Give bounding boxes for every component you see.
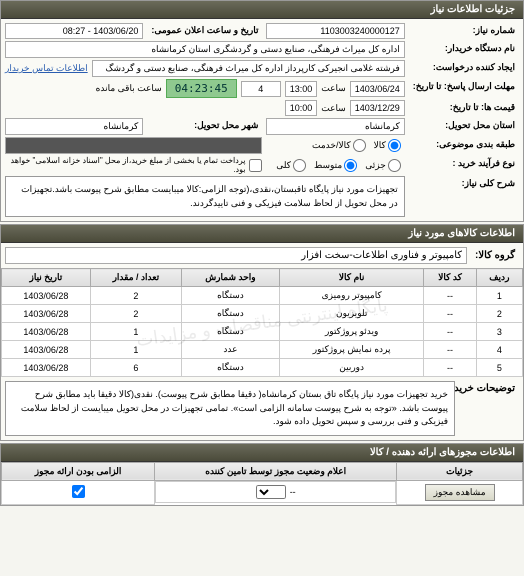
license-row: مشاهده مجوز -- (2, 480, 523, 504)
remaining-suffix: ساعت باقی مانده (96, 83, 162, 94)
buyer-org-label: نام دستگاه خریدار: (409, 41, 519, 58)
table-header: کد کالا (424, 269, 476, 287)
budget-goods-radio[interactable] (388, 139, 401, 152)
delivery-province: کرمانشاه (266, 118, 404, 135)
price-valid-date: 1403/12/29 (350, 100, 405, 116)
goods-panel-header: اطلاعات کالاهای مورد نیاز (1, 225, 523, 243)
info-panel-header: جزئیات اطلاعات نیاز (1, 1, 523, 19)
table-header: تعداد / مقدار (90, 269, 181, 287)
payment-checkbox[interactable] (249, 159, 262, 172)
goods-table-wrap: ردیفکد کالانام کالاواحد شمارشتعداد / مقد… (1, 268, 523, 377)
budget-service-radio[interactable] (353, 139, 366, 152)
deadline-date: 1403/06/24 (350, 81, 405, 97)
countdown-timer: 04:23:45 (166, 79, 237, 98)
buy-high-radio[interactable] (293, 159, 306, 172)
table-row: 2--تلویزیوندستگاه21403/06/28 (2, 305, 523, 323)
buy-high-option[interactable]: کلی (276, 159, 306, 172)
desc-label: شرح کلی نیاز: (409, 176, 519, 217)
goods-group-label: گروه کالا: (471, 248, 519, 263)
budget-label: طبقه بندی موضوعی: (409, 137, 519, 154)
budget-service-option[interactable]: کالا/خدمت (312, 139, 366, 152)
delivery-city-label: شهر محل تحویل: (147, 118, 262, 135)
table-header: ردیف (476, 269, 522, 287)
explain-text: خرید تجهیزات مورد نیاز پایگاه تاق بستان … (5, 381, 455, 436)
table-header: اعلام وضعیت مجوز توسط تامین کننده (155, 462, 397, 480)
buyer-org-value: اداره کل میراث فرهنگی، صنایع دستی و گردش… (5, 41, 405, 58)
deadline-time: 13:00 (285, 81, 318, 97)
table-header: واحد شمارش (181, 269, 279, 287)
buy-low-option[interactable]: جزئی (365, 159, 401, 172)
info-panel: جزئیات اطلاعات نیاز شماره نیاز: 11030032… (0, 0, 524, 222)
goods-panel: اطلاعات کالاهای مورد نیاز گروه کالا: کام… (0, 224, 524, 441)
announce-label: تاریخ و ساعت اعلان عمومی: (147, 23, 262, 39)
desc-text: تجهیزات مورد نیاز پایگاه تاقبستان،نقدی،(… (5, 176, 405, 217)
announce-value: 1403/06/20 - 08:27 (5, 23, 143, 39)
buy-low-radio[interactable] (388, 159, 401, 172)
table-row: 1--کامپیوتر رومیزیدستگاه21403/06/28 (2, 287, 523, 305)
price-valid-time-label: ساعت (321, 103, 346, 114)
deadline-row: 1403/06/24 ساعت 13:00 4 04:23:45 ساعت با… (5, 79, 405, 98)
view-license-button[interactable]: مشاهده مجوز (425, 484, 495, 501)
table-header: جزئیات (397, 462, 523, 480)
buy-type-radios: جزئی متوسط کلی (266, 156, 404, 174)
deadline-time-label: ساعت (321, 83, 346, 94)
budget-goods-option[interactable]: کالا (374, 139, 401, 152)
license-table: جزئیاتاعلام وضعیت مجوز توسط تامین کنندها… (1, 462, 523, 505)
price-valid-row: 1403/12/29 ساعت 10:00 (5, 100, 405, 116)
buy-type-label: نوع فرآیند خرید : (409, 156, 519, 174)
request-no-label: شماره نیاز: (409, 23, 519, 39)
payment-note: پرداخت تمام یا بخشی از مبلغ خرید،از محل … (5, 156, 245, 174)
info-form: شماره نیاز: 1103003240000127 تاریخ و ساع… (1, 19, 523, 221)
goods-table: ردیفکد کالانام کالاواحد شمارشتعداد / مقد… (1, 268, 523, 377)
explain-row: توضیحات خریدار: خرید تجهیزات مورد نیاز پ… (1, 377, 523, 440)
price-valid-time: 10:00 (285, 100, 318, 116)
remaining-days: 4 (241, 81, 281, 97)
payment-note-row: پرداخت تمام یا بخشی از مبلغ خرید،از محل … (5, 156, 262, 174)
table-header: تاریخ نیاز (2, 269, 91, 287)
creator-row: فرشته غلامی انجیرکی کارپرداز اداره کل می… (5, 60, 405, 77)
goods-group-value: کامپیوتر و فناوری اطلاعات-سخت افزار (5, 247, 467, 264)
license-status-cell: -- (155, 481, 396, 503)
creator-value: فرشته غلامی انجیرکی کارپرداز اداره کل می… (92, 60, 405, 77)
license-required-checkbox[interactable] (72, 485, 85, 498)
buy-mid-option[interactable]: متوسط (314, 159, 357, 172)
creator-label: ایجاد کننده درخواست: (409, 60, 519, 77)
table-header: الزامی بودن ارائه مجوز (2, 462, 155, 480)
delivery-province-label: استان محل تحویل: (409, 118, 519, 135)
deadline-send-label: مهلت ارسال پاسخ: تا تاریخ: (409, 79, 519, 98)
explain-label: توضیحات خریدار: (459, 381, 519, 436)
license-panel-header: اطلاعات مجوزهای ارائه دهنده / کالا (1, 444, 523, 462)
contact-buyer-link[interactable]: اطلاعات تماس خریدار (5, 63, 88, 74)
dark-field (5, 137, 262, 154)
table-header: نام کالا (279, 269, 424, 287)
buy-mid-radio[interactable] (344, 159, 357, 172)
license-status-select[interactable] (256, 485, 286, 499)
delivery-city: کرمانشاه (5, 118, 143, 135)
table-row: 3--ویدئو پروژکتوردستگاه11403/06/28 (2, 323, 523, 341)
table-row: 5--دوربیندستگاه61403/06/28 (2, 359, 523, 377)
table-row: 4--پرده نمایش پروژکتورعدد11403/06/28 (2, 341, 523, 359)
license-panel: اطلاعات مجوزهای ارائه دهنده / کالا جزئیا… (0, 443, 524, 506)
budget-radios: کالا کالا/خدمت (266, 137, 404, 154)
request-no-value: 1103003240000127 (266, 23, 404, 39)
price-valid-label: قیمت ها: تا تاریخ: (409, 100, 519, 116)
goods-group-row: گروه کالا: کامپیوتر و فناوری اطلاعات-سخت… (1, 243, 523, 268)
